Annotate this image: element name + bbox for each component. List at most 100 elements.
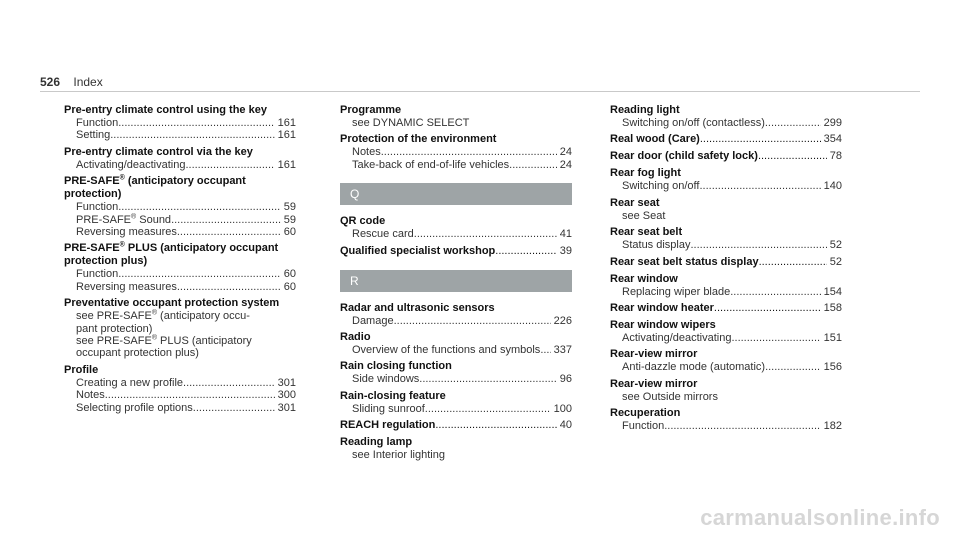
page-ref: 24 xyxy=(559,158,572,171)
page-ref: 151 xyxy=(823,332,842,345)
index-subentry[interactable]: Function59 xyxy=(64,201,296,213)
index-column-3: Reading light Switching on/off (contactl… xyxy=(610,104,842,437)
index-entry: Rear seat belt Status display52 xyxy=(610,226,842,251)
see-reference[interactable]: see DYNAMIC SELECT xyxy=(352,117,470,129)
page-ref: 96 xyxy=(559,373,572,386)
see-reference[interactable]: see Outside mirrors xyxy=(622,390,718,403)
section-title: Index xyxy=(73,75,103,89)
letter-section-r: R xyxy=(340,269,572,292)
index-subentry[interactable]: Anti-dazzle mode (automatic)156 xyxy=(610,361,842,373)
index-entry: PRE-SAFE® (anticipatory occupant protect… xyxy=(64,175,296,238)
index-term: QR code xyxy=(340,215,386,228)
index-subentry[interactable]: Creating a new profile301 xyxy=(64,377,296,389)
index-term: Rear seat belt xyxy=(610,226,683,239)
see-reference[interactable]: see Seat xyxy=(622,209,666,222)
index-term: Programme xyxy=(340,104,402,116)
index-entry: Protection of the environment Notes24 Ta… xyxy=(340,133,572,171)
index-entry: Reading light Switching on/off (contactl… xyxy=(610,104,842,129)
index-subentry[interactable]: Function60 xyxy=(64,268,296,280)
index-subentry[interactable]: Replacing wiper blade154 xyxy=(610,286,842,298)
index-entry: Preventative occupant protection system … xyxy=(64,297,296,360)
index-entry: PRE-SAFE® PLUS (anticipatory occupant pr… xyxy=(64,242,296,293)
index-subentry[interactable]: PRE-SAFE® Sound59 xyxy=(64,213,296,226)
letter-section-q: Q xyxy=(340,183,572,206)
index-subentry[interactable]: Reversing measures60 xyxy=(64,226,296,238)
index-subentry[interactable]: Activating/deactivating151 xyxy=(610,332,842,344)
see-reference[interactable]: see Interior lighting xyxy=(352,449,445,462)
index-entry: Real wood (Care)354 xyxy=(610,133,842,146)
index-subentry[interactable]: Sliding sunroof100 xyxy=(340,403,572,415)
page-ref: 52 xyxy=(829,239,842,252)
page-ref: 301 xyxy=(277,401,296,414)
index-subentry[interactable]: Setting161 xyxy=(64,129,296,141)
index-entry: Radio Overview of the functions and symb… xyxy=(340,331,572,356)
page-ref: 301 xyxy=(277,376,296,389)
index-entry: Rain-closing feature Sliding sunroof100 xyxy=(340,390,572,415)
index-entry: Rear seat see Seat xyxy=(610,197,842,222)
index-term-with-page[interactable]: Qualified specialist workshop39 xyxy=(340,245,572,258)
page-number: 526 xyxy=(40,75,61,89)
index-term: Rear fog light xyxy=(610,167,681,180)
page-ref: 78 xyxy=(829,150,842,163)
page-ref: 182 xyxy=(823,420,842,433)
index-subentry[interactable]: Function182 xyxy=(610,420,842,432)
index-entry: Rear window wipers Activating/deactivati… xyxy=(610,319,842,344)
index-subentry[interactable]: Selecting profile options301 xyxy=(64,402,296,414)
index-term: PRE-SAFE® PLUS (anticipatory occupant pr… xyxy=(64,241,279,268)
index-term-with-page[interactable]: REACH regulation40 xyxy=(340,419,572,432)
index-entry: Profile Creating a new profile301 Notes3… xyxy=(64,364,296,414)
index-subentry[interactable]: Status display52 xyxy=(610,239,842,251)
index-subentry[interactable]: Switching on/off140 xyxy=(610,180,842,192)
index-subentry[interactable]: Side windows96 xyxy=(340,373,572,385)
index-term: Reading light xyxy=(610,104,680,116)
index-term: Reading lamp xyxy=(340,436,413,449)
index-subentry[interactable]: Take-back of end-of-life vehicles24 xyxy=(340,159,572,171)
index-term: Rear window wipers xyxy=(610,319,716,332)
page-ref: 354 xyxy=(823,133,842,146)
index-entry: Rear seat belt status display52 xyxy=(610,256,842,269)
page-ref: 140 xyxy=(823,180,842,193)
see-reference[interactable]: see PRE-SAFE® (anticipatory occu- xyxy=(76,309,250,323)
index-subentry[interactable]: Damage226 xyxy=(340,315,572,327)
index-term: Radio xyxy=(340,331,371,344)
page-ref: 299 xyxy=(823,117,842,129)
index-subentry[interactable]: Overview of the functions and symbols337 xyxy=(340,344,572,356)
index-subentry[interactable]: Function161 xyxy=(64,117,296,129)
page-ref: 41 xyxy=(559,228,572,241)
index-entry: Recuperation Function182 xyxy=(610,407,842,432)
index-term: PRE-SAFE® (anticipatory occupant protect… xyxy=(64,174,246,201)
page-ref: 59 xyxy=(283,201,296,214)
page-ref: 60 xyxy=(283,280,296,293)
index-subentry[interactable]: Notes300 xyxy=(64,389,296,401)
index-term-with-page[interactable]: Real wood (Care)354 xyxy=(610,133,842,146)
index-subentry[interactable]: Switching on/off (contactless)299 xyxy=(610,117,842,129)
page-ref: 60 xyxy=(283,226,296,239)
index-entry: REACH regulation40 xyxy=(340,419,572,432)
page-ref: 154 xyxy=(823,285,842,298)
index-subentry[interactable]: Notes24 xyxy=(340,146,572,158)
page-ref: 337 xyxy=(553,344,572,357)
index-term: Preventative occupant protection system xyxy=(64,297,280,310)
index-subentry[interactable]: Activating/deactivating161 xyxy=(64,159,296,171)
index-subentry[interactable]: Reversing measures60 xyxy=(64,281,296,293)
index-term: Pre-entry climate control using the key xyxy=(64,104,267,116)
index-entry: Rear window heater158 xyxy=(610,302,842,315)
index-term-with-page[interactable]: Rear window heater158 xyxy=(610,302,842,315)
index-term: Rear seat xyxy=(610,196,660,209)
index-entry: Rain closing function Side windows96 xyxy=(340,360,572,385)
index-entry: Pre-entry climate control via the key Ac… xyxy=(64,146,296,171)
index-entry: QR code Rescue card41 xyxy=(340,215,572,240)
page-header: 526 Index xyxy=(40,75,103,89)
index-term-with-page[interactable]: Rear seat belt status display52 xyxy=(610,256,842,269)
index-term: Protection of the environment xyxy=(340,133,497,146)
index-column-2: Programme see DYNAMIC SELECT Protection … xyxy=(340,104,572,466)
page-ref: 39 xyxy=(559,244,572,257)
index-entry: Reading lamp see Interior lighting xyxy=(340,436,572,461)
page-ref: 300 xyxy=(277,389,296,402)
index-term-with-page[interactable]: Rear door (child safety lock)78 xyxy=(610,150,842,163)
page-ref: 40 xyxy=(559,419,572,432)
page-ref: 100 xyxy=(553,402,572,415)
index-entry: Rear-view mirror see Outside mirrors xyxy=(610,378,842,403)
see-reference[interactable]: see PRE-SAFE® PLUS (anticipatory xyxy=(76,334,252,348)
index-subentry[interactable]: Rescue card41 xyxy=(340,228,572,240)
